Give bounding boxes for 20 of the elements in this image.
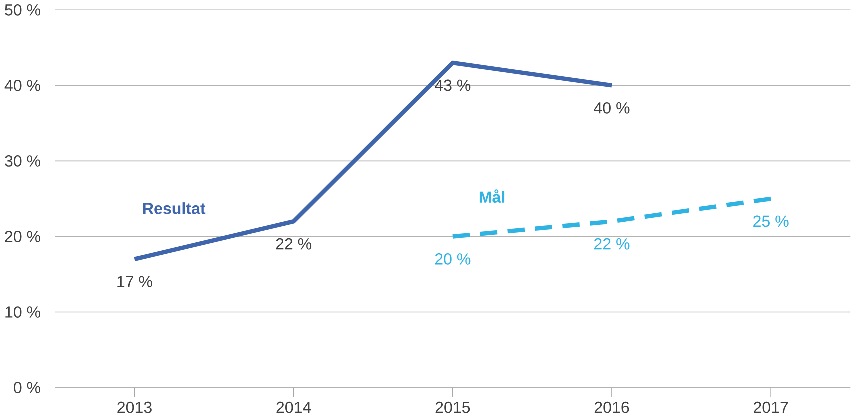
y-tick-label: 0 % (14, 382, 40, 394)
x-tick-label: 2016 (594, 402, 630, 414)
data-label: 22 % (594, 238, 630, 250)
x-tick-label: 2013 (118, 402, 152, 414)
data-label: 43 % (434, 80, 471, 92)
x-tick-label: 2017 (754, 402, 788, 414)
y-tick-label: 30 % (5, 156, 40, 168)
data-label: 22 % (276, 238, 312, 250)
data-label: 40 % (594, 102, 630, 114)
data-label: 25 % (754, 216, 789, 228)
data-label: 20 % (435, 254, 471, 266)
series-label: Resultat (143, 202, 206, 214)
y-tick-label: 20 % (5, 231, 40, 243)
x-tick-label: 2015 (436, 402, 470, 414)
y-tick-label: 10 % (6, 306, 40, 318)
x-tick-label: 2014 (276, 402, 312, 414)
series-label: Mål (480, 190, 505, 204)
y-tick-label: 50 % (5, 4, 40, 16)
y-tick-label: 40 % (4, 80, 40, 92)
data-label: 17 % (118, 276, 152, 288)
